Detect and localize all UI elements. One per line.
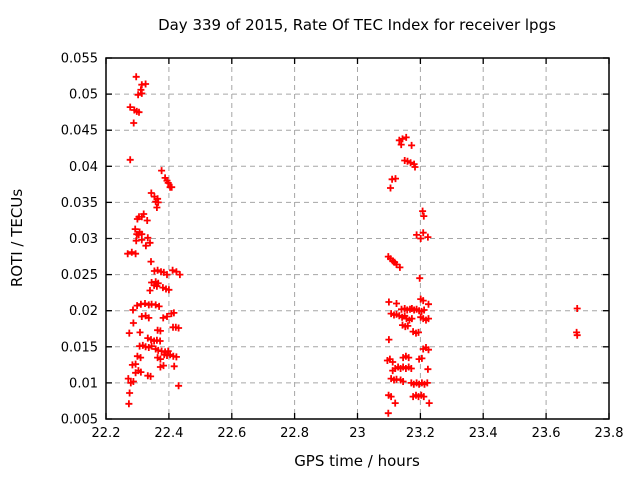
x-tick-label: 22.4 <box>154 426 183 441</box>
x-tick-label: 23.2 <box>406 426 435 441</box>
x-tick-label: 22.2 <box>92 426 121 441</box>
data-points-series <box>124 73 581 417</box>
x-tick-label: 23.6 <box>532 426 561 441</box>
y-tick-label: 0.045 <box>61 124 98 139</box>
plot-border <box>105 57 610 420</box>
y-tick-label: 0.005 <box>61 413 98 428</box>
y-tick-label: 0.015 <box>61 340 98 355</box>
x-tick-label: 22.8 <box>280 426 309 441</box>
y-tick-label: 0.04 <box>69 160 98 175</box>
x-tick-label: 23.8 <box>595 426 624 441</box>
y-tick-label: 0.035 <box>61 196 98 211</box>
y-tick-label: 0.01 <box>69 376 98 391</box>
x-axis-label: GPS time / hours <box>294 452 420 470</box>
y-tick-label: 0.02 <box>69 304 98 319</box>
tick-layer: 22.2 22.4 22.6 22.8 23 23.2 23.4 23.6 23.8 0.005 0… <box>61 52 624 442</box>
x-tick-label: 22.6 <box>217 426 246 441</box>
y-axis-label: ROTI / TECUs <box>8 189 26 287</box>
y-tick-label: 0.055 <box>61 52 98 67</box>
data-points-layer <box>124 73 581 417</box>
chart-title: Day 339 of 2015, Rate Of TEC Index for r… <box>158 16 556 34</box>
y-tick-label: 0.025 <box>61 268 98 283</box>
grid-layer <box>106 58 609 419</box>
y-tick-label: 0.03 <box>69 232 98 247</box>
x-tick-label: 23.4 <box>469 426 498 441</box>
y-tick-label: 0.05 <box>69 88 98 103</box>
x-tick-label: 23 <box>349 426 366 441</box>
